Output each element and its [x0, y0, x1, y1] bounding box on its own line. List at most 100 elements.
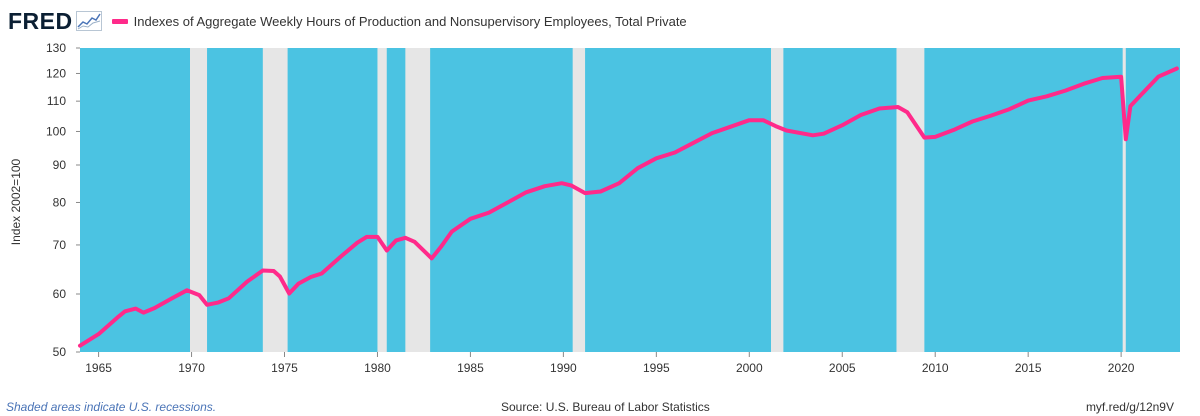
series-point	[970, 119, 974, 124]
y-tick-label: 110	[47, 94, 66, 108]
recession-band	[770, 48, 784, 352]
series-point	[450, 229, 454, 234]
series-point	[761, 118, 765, 122]
recession-band	[1122, 48, 1126, 352]
y-tick-label: 60	[53, 287, 67, 301]
series-point	[278, 274, 282, 279]
series-point	[1156, 75, 1160, 79]
recession-shading	[190, 48, 1126, 352]
recession-band	[405, 48, 431, 352]
series-point	[654, 156, 658, 160]
x-tick-label: 1995	[643, 361, 670, 375]
series-point	[272, 269, 276, 273]
series-point	[1138, 94, 1142, 98]
logo-text: FRED	[8, 7, 73, 34]
y-tick-label: 70	[53, 238, 67, 252]
series-point	[729, 125, 733, 129]
series-point	[96, 332, 101, 336]
recession-note: Shaded areas indicate U.S. recessions.	[6, 400, 217, 414]
short-url-link[interactable]: myf.red/g/12n9V	[1085, 400, 1174, 414]
series-point	[152, 306, 156, 310]
x-tick-label: 2005	[829, 361, 856, 375]
series-point	[636, 166, 640, 170]
series-point	[774, 124, 778, 128]
series-layer	[78, 66, 1179, 348]
series-point	[185, 288, 189, 292]
axes: 50 60 70 80 90 100 110 120 130 1965 1970 1975 1980 19…	[46, 41, 1135, 375]
recession-band	[190, 48, 208, 352]
series-point	[989, 114, 993, 118]
series-point	[877, 106, 882, 111]
x-tick-label: 2020	[1108, 361, 1135, 375]
chart: 50 60 70 80 90 100 110 120 130 1965 1970 1975 1980 19…	[9, 41, 1180, 375]
series-point	[375, 235, 380, 239]
series-point	[320, 271, 324, 276]
series-point	[134, 307, 138, 311]
y-axis-label: Index 2002=100	[9, 158, 23, 245]
series-point	[413, 240, 417, 244]
series-point	[1100, 76, 1105, 80]
fred-logo[interactable]: FRED	[8, 8, 102, 35]
series-point	[1007, 107, 1012, 111]
x-tick-label: 1965	[85, 361, 112, 375]
y-tick-label: 50	[53, 345, 67, 359]
recession-band	[572, 48, 586, 352]
series-point	[261, 268, 265, 273]
series-point	[1128, 104, 1133, 108]
series-point	[355, 241, 359, 245]
x-tick-label: 1970	[178, 361, 205, 375]
y-tick-label: 80	[53, 195, 67, 209]
series-point	[1045, 94, 1049, 98]
source-text: Source: U.S. Bureau of Labor Statistics	[501, 400, 710, 414]
series-point	[784, 128, 789, 133]
recession-band	[896, 48, 925, 352]
series-point	[296, 281, 301, 286]
series-point	[385, 248, 389, 253]
recession-band	[377, 48, 387, 352]
legend: Indexes of Aggregate Weekly Hours of Pro…	[111, 14, 687, 29]
series-point	[598, 189, 603, 194]
series-point	[78, 344, 82, 348]
series-point	[1175, 66, 1179, 71]
series-point	[1026, 98, 1030, 103]
series-point	[747, 118, 751, 122]
series-point	[245, 279, 249, 284]
series-point	[543, 184, 547, 188]
series-point	[365, 235, 369, 239]
series-point	[933, 135, 937, 139]
recession-band	[262, 48, 288, 352]
series-point	[822, 132, 826, 136]
series-point	[1082, 82, 1086, 86]
x-tick-label: 2010	[922, 361, 949, 375]
series-point	[673, 150, 677, 155]
series-point	[524, 190, 528, 194]
series-point	[171, 296, 175, 300]
y-tick-label: 120	[46, 66, 66, 80]
series-point	[115, 316, 119, 320]
series-point	[1119, 75, 1123, 79]
series-point	[338, 255, 342, 259]
series-point	[216, 300, 220, 305]
series-point	[430, 256, 434, 261]
series-point	[583, 191, 587, 195]
series-point	[403, 236, 407, 240]
series-point	[394, 238, 398, 243]
series-point	[691, 141, 696, 145]
series-point	[309, 275, 313, 279]
plot-area	[80, 48, 1180, 352]
series-point	[227, 296, 231, 300]
y-tick-label: 130	[46, 41, 66, 55]
legend-swatch	[111, 18, 128, 24]
series-point	[811, 133, 815, 137]
x-tick-label: 2015	[1015, 361, 1042, 375]
series-point	[1063, 89, 1067, 93]
series-point	[569, 183, 573, 188]
series-point	[205, 303, 209, 307]
series-point	[197, 293, 201, 297]
series-point	[896, 105, 900, 109]
series-point	[710, 131, 714, 135]
y-tick-label: 90	[53, 158, 67, 172]
series-point	[468, 217, 473, 221]
series-point	[487, 210, 491, 215]
series-point	[1124, 137, 1128, 141]
